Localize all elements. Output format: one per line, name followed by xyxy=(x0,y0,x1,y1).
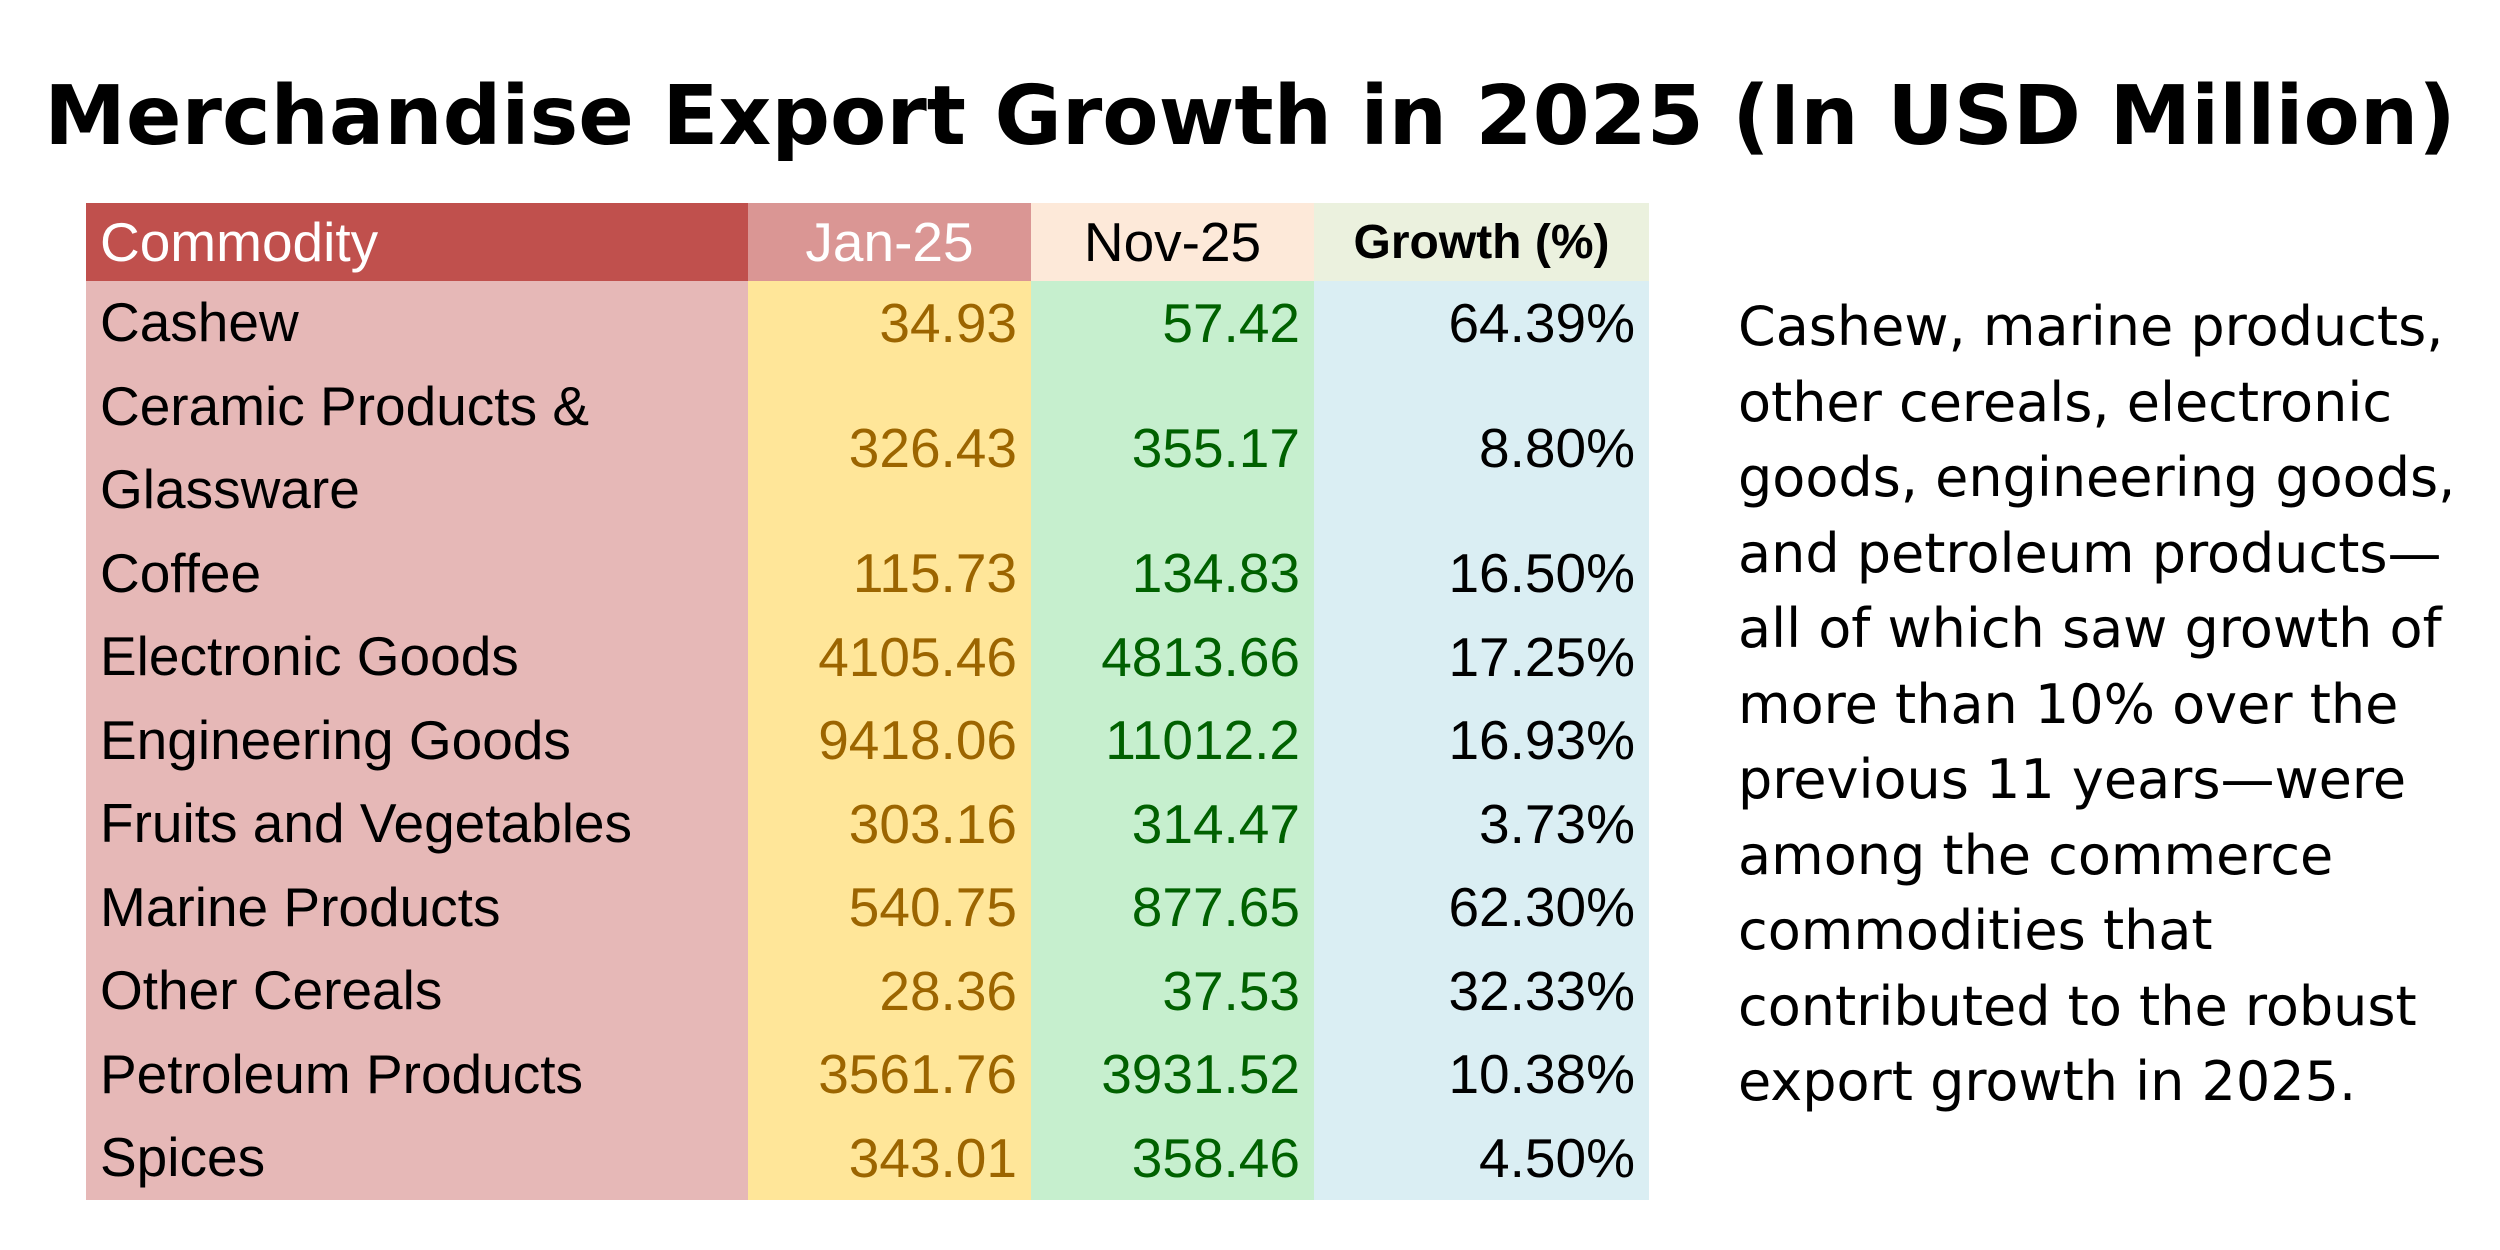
nov-value-cell: 358.46 xyxy=(1031,1116,1314,1200)
growth-value-cell: 16.93% xyxy=(1314,698,1649,782)
table-row: Coffee 115.73 134.83 16.50% xyxy=(86,531,1649,615)
commodity-cell: Marine Products xyxy=(86,865,748,949)
growth-value-cell: 3.73% xyxy=(1314,782,1649,866)
growth-value-cell: 8.80% xyxy=(1314,364,1649,532)
jan-value-cell: 3561.76 xyxy=(748,1032,1031,1116)
jan-value-cell: 34.93 xyxy=(748,281,1031,365)
growth-value-cell: 62.30% xyxy=(1314,865,1649,949)
jan-value-cell: 326.43 xyxy=(748,364,1031,532)
nov-value-cell: 57.42 xyxy=(1031,281,1314,365)
nov-value-cell: 134.83 xyxy=(1031,531,1314,615)
column-header-nov-25: Nov-25 xyxy=(1031,203,1314,281)
nov-value-cell: 37.53 xyxy=(1031,949,1314,1033)
table-row: Electronic Goods 4105.46 4813.66 17.25% xyxy=(86,615,1649,699)
column-header-commodity: Commodity xyxy=(86,203,748,281)
growth-value-cell: 32.33% xyxy=(1314,949,1649,1033)
chart-title: Merchandise Export Growth in 2025 (In US… xyxy=(44,69,2456,164)
growth-value-cell: 64.39% xyxy=(1314,281,1649,365)
commodity-cell: Engineering Goods xyxy=(86,698,748,782)
table-row: Fruits and Vegetables 303.16 314.47 3.73… xyxy=(86,782,1649,866)
commodity-cell: Ceramic Products & Glassware xyxy=(86,364,748,532)
column-header-jan-25: Jan-25 xyxy=(748,203,1031,281)
growth-value-cell: 17.25% xyxy=(1314,615,1649,699)
commodity-cell: Coffee xyxy=(86,531,748,615)
nov-value-cell: 3931.52 xyxy=(1031,1032,1314,1116)
commodity-cell: Spices xyxy=(86,1116,748,1200)
commodity-cell: Cashew xyxy=(86,281,748,365)
table-row: Other Cereals 28.36 37.53 32.33% xyxy=(86,949,1649,1033)
nov-value-cell: 314.47 xyxy=(1031,782,1314,866)
nov-value-cell: 4813.66 xyxy=(1031,615,1314,699)
table-row: Engineering Goods 9418.06 11012.2 16.93% xyxy=(86,698,1649,782)
table-header-row: Commodity Jan-25 Nov-25 Growth (%) xyxy=(86,203,1649,281)
nov-value-cell: 11012.2 xyxy=(1031,698,1314,782)
commentary-text: Cashew, marine products, other cereals, … xyxy=(1738,295,2456,1113)
table-row: Ceramic Products & Glassware 326.43 355.… xyxy=(86,364,1649,532)
commodity-cell: Electronic Goods xyxy=(86,615,748,699)
jan-value-cell: 115.73 xyxy=(748,531,1031,615)
table-row: Cashew 34.93 57.42 64.39% xyxy=(86,281,1649,365)
jan-value-cell: 9418.06 xyxy=(748,698,1031,782)
commodity-cell: Petroleum Products xyxy=(86,1032,748,1116)
commodity-cell: Other Cereals xyxy=(86,949,748,1033)
commodity-cell: Fruits and Vegetables xyxy=(86,782,748,866)
table-row: Spices 343.01 358.46 4.50% xyxy=(86,1116,1649,1200)
jan-value-cell: 28.36 xyxy=(748,949,1031,1033)
column-header-growth: Growth (%) xyxy=(1314,203,1649,281)
growth-value-cell: 10.38% xyxy=(1314,1032,1649,1116)
jan-value-cell: 303.16 xyxy=(748,782,1031,866)
jan-value-cell: 4105.46 xyxy=(748,615,1031,699)
nov-value-cell: 355.17 xyxy=(1031,364,1314,532)
export-table-container: Commodity Jan-25 Nov-25 Growth (%) Cashe… xyxy=(86,203,1649,1200)
growth-value-cell: 16.50% xyxy=(1314,531,1649,615)
jan-value-cell: 343.01 xyxy=(748,1116,1031,1200)
export-table: Commodity Jan-25 Nov-25 Growth (%) Cashe… xyxy=(86,203,1649,1200)
growth-value-cell: 4.50% xyxy=(1314,1116,1649,1200)
jan-value-cell: 540.75 xyxy=(748,865,1031,949)
table-row: Marine Products 540.75 877.65 62.30% xyxy=(86,865,1649,949)
table-row: Petroleum Products 3561.76 3931.52 10.38… xyxy=(86,1032,1649,1116)
nov-value-cell: 877.65 xyxy=(1031,865,1314,949)
